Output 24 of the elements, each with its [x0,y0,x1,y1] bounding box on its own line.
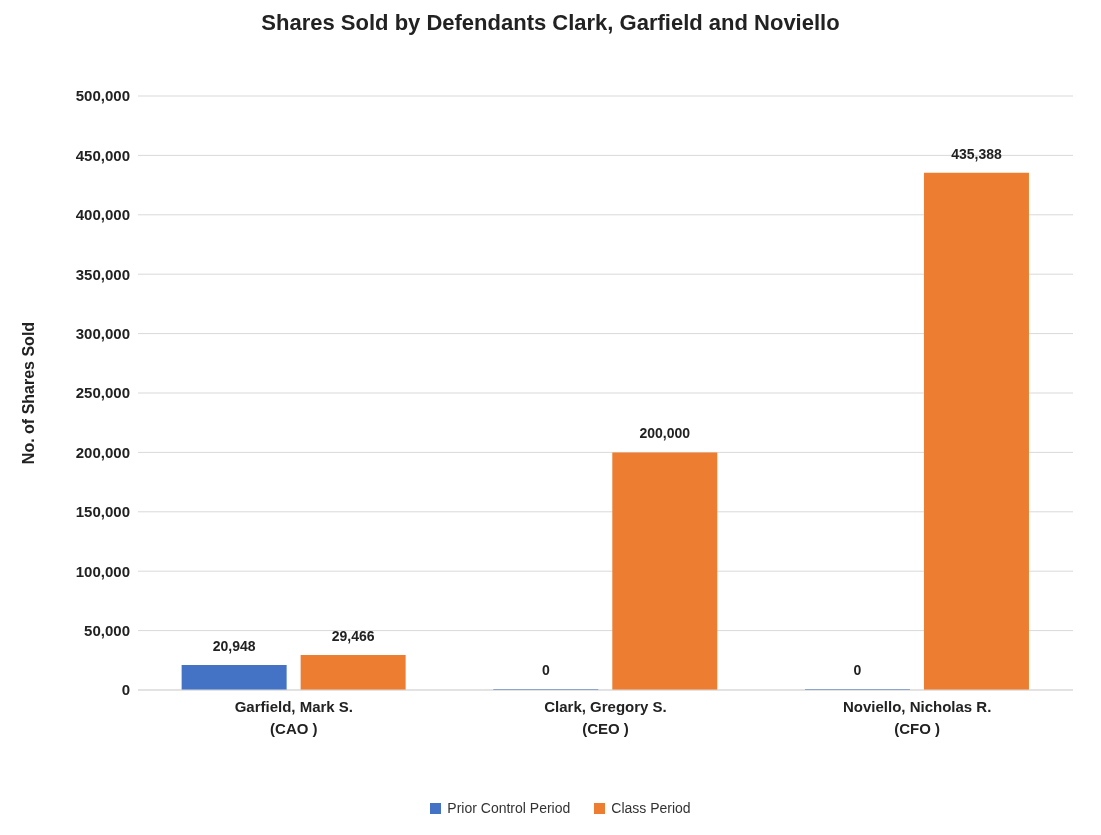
y-tick-label: 500,000 [75,87,130,105]
chart-title: Shares Sold by Defendants Clark, Garfield and Noviello [260,10,841,36]
y-tick-label: 250,000 [75,384,130,402]
legend-label: Class Period [610,800,691,816]
data-label: 0 [853,662,862,678]
y-tick-label: 150,000 [75,503,130,521]
data-label: 29,466 [331,627,375,644]
y-tick-label: 350,000 [75,265,130,283]
y-tick-label: 300,000 [75,324,130,342]
data-label: 0 [541,662,550,678]
y-tick-label: 200,000 [75,443,130,461]
y-tick-label: 100,000 [75,562,130,580]
y-tick-label: 0 [121,681,130,699]
data-label: 200,000 [639,425,691,442]
x-tick-label: Garfield, Mark S. (CAO ) [234,698,354,737]
x-tick-label: Noviello, Nicholas R. (CFO ) [842,698,992,737]
x-tick-label: Clark, Gregory S. (CEO ) [544,698,667,737]
data-label: 20,948 [212,638,256,655]
y-tick-label: 400,000 [75,206,130,224]
y-axis-title: No. of Shares Sold [19,321,37,465]
data-label: 435,388 [951,145,1002,162]
y-tick-label: 50,000 [84,621,130,639]
y-tick-label: 450,000 [75,146,130,164]
legend-label: Prior Control Period [446,800,571,816]
